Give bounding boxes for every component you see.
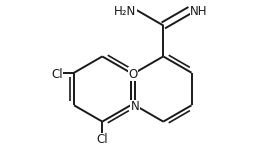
Text: O: O [128,68,138,81]
Text: Cl: Cl [96,133,108,146]
Text: H₂N: H₂N [114,5,136,18]
Text: Cl: Cl [51,68,63,81]
Text: NH: NH [190,5,208,18]
Text: N: N [131,100,139,113]
